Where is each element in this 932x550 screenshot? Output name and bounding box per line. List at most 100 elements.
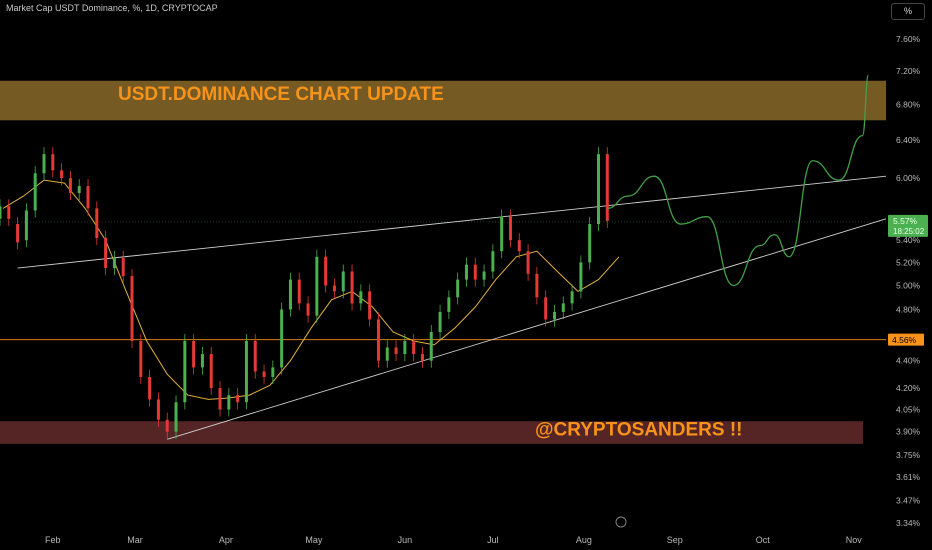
y-tick-label: 3.90% bbox=[896, 427, 921, 437]
watermark-label: @CRYPTOSANDERS !! bbox=[535, 419, 743, 440]
countdown-label: 18:25:02 bbox=[893, 227, 925, 236]
candle bbox=[464, 264, 468, 280]
support-zone bbox=[0, 421, 863, 444]
candle bbox=[579, 262, 583, 292]
candle bbox=[385, 347, 389, 361]
y-tick-label: 6.80% bbox=[896, 100, 921, 110]
current-price-badge bbox=[888, 214, 928, 237]
x-tick-label: Nov bbox=[846, 535, 863, 545]
candle bbox=[570, 291, 574, 304]
current-price-label: 5.57% bbox=[893, 216, 918, 226]
candle bbox=[16, 224, 20, 243]
percent-scale-button[interactable]: % bbox=[891, 3, 925, 20]
candle bbox=[341, 271, 345, 292]
trendline-upper[interactable] bbox=[17, 175, 887, 269]
candle bbox=[438, 311, 442, 332]
y-tick-label: 5.00% bbox=[896, 280, 921, 290]
trendline-lower[interactable] bbox=[167, 218, 887, 440]
candle bbox=[130, 276, 134, 341]
candle bbox=[552, 311, 556, 320]
candle bbox=[420, 354, 424, 361]
candle bbox=[324, 256, 328, 286]
y-tick-label: 3.61% bbox=[896, 472, 921, 482]
x-tick-label: Jul bbox=[487, 535, 499, 545]
forecast-path bbox=[607, 74, 870, 287]
x-tick-label: Sep bbox=[667, 535, 683, 545]
candle bbox=[332, 285, 336, 292]
y-tick-label: 7.20% bbox=[896, 66, 921, 76]
candle bbox=[596, 154, 600, 225]
candle bbox=[350, 271, 354, 304]
candle bbox=[447, 297, 451, 312]
candle bbox=[315, 256, 319, 316]
y-tick-label: 4.40% bbox=[896, 356, 921, 366]
candle bbox=[148, 376, 152, 400]
candle bbox=[104, 237, 108, 269]
candle bbox=[394, 347, 398, 355]
y-tick-label: 4.05% bbox=[896, 404, 921, 414]
candle bbox=[51, 154, 55, 171]
y-tick-label: 6.40% bbox=[896, 135, 921, 145]
candle bbox=[508, 216, 512, 241]
candle bbox=[588, 224, 592, 263]
candle bbox=[156, 399, 160, 420]
candle bbox=[526, 251, 530, 274]
candle bbox=[236, 395, 240, 403]
candle bbox=[482, 271, 486, 280]
candle bbox=[42, 154, 46, 174]
candle bbox=[544, 297, 548, 320]
candle bbox=[183, 340, 187, 403]
candle bbox=[139, 340, 143, 377]
chart-header: Market Cap USDT Dominance, %, 1D, CRYPTO… bbox=[6, 3, 218, 13]
candle bbox=[456, 279, 460, 298]
candle bbox=[517, 240, 521, 252]
candle bbox=[500, 216, 504, 252]
y-tick-label: 4.80% bbox=[896, 304, 921, 314]
x-tick-label: Oct bbox=[756, 535, 771, 545]
candle bbox=[0, 206, 2, 219]
candle bbox=[253, 340, 257, 372]
candle bbox=[359, 291, 363, 304]
candle bbox=[218, 388, 222, 410]
candle bbox=[227, 395, 231, 410]
x-tick-label: Mar bbox=[127, 535, 143, 545]
candle bbox=[271, 367, 275, 377]
candle bbox=[165, 419, 169, 432]
y-tick-label: 3.75% bbox=[896, 450, 921, 460]
candle bbox=[306, 303, 310, 316]
x-tick-label: May bbox=[305, 535, 323, 545]
candle bbox=[288, 279, 292, 310]
candle bbox=[280, 309, 284, 368]
candle bbox=[7, 206, 11, 219]
candle bbox=[112, 257, 116, 269]
lightning-icon[interactable] bbox=[615, 516, 627, 528]
candle bbox=[376, 319, 380, 361]
candle bbox=[86, 186, 90, 209]
candle bbox=[473, 264, 477, 280]
candle bbox=[368, 291, 372, 320]
candle bbox=[535, 273, 539, 298]
candle bbox=[429, 331, 433, 361]
resistance-zone bbox=[0, 80, 886, 121]
y-tick-label: 5.20% bbox=[896, 257, 921, 267]
candle bbox=[24, 210, 28, 241]
candle bbox=[561, 303, 565, 312]
candle bbox=[192, 340, 196, 368]
chart-title: USDT.DOMINANCE CHART UPDATE bbox=[118, 84, 444, 105]
y-tick-label: 5.40% bbox=[896, 235, 921, 245]
candle bbox=[77, 186, 81, 194]
candle bbox=[403, 340, 407, 355]
candle bbox=[95, 208, 99, 238]
candle bbox=[200, 354, 204, 368]
candle bbox=[297, 279, 301, 304]
x-tick-label: Aug bbox=[576, 535, 592, 545]
y-tick-label: 7.60% bbox=[896, 34, 921, 44]
level-label: 4.56% bbox=[892, 335, 917, 345]
x-tick-label: Jun bbox=[398, 535, 413, 545]
candle bbox=[68, 178, 72, 194]
candle bbox=[605, 154, 609, 221]
candle bbox=[262, 371, 266, 377]
candle bbox=[412, 340, 416, 355]
